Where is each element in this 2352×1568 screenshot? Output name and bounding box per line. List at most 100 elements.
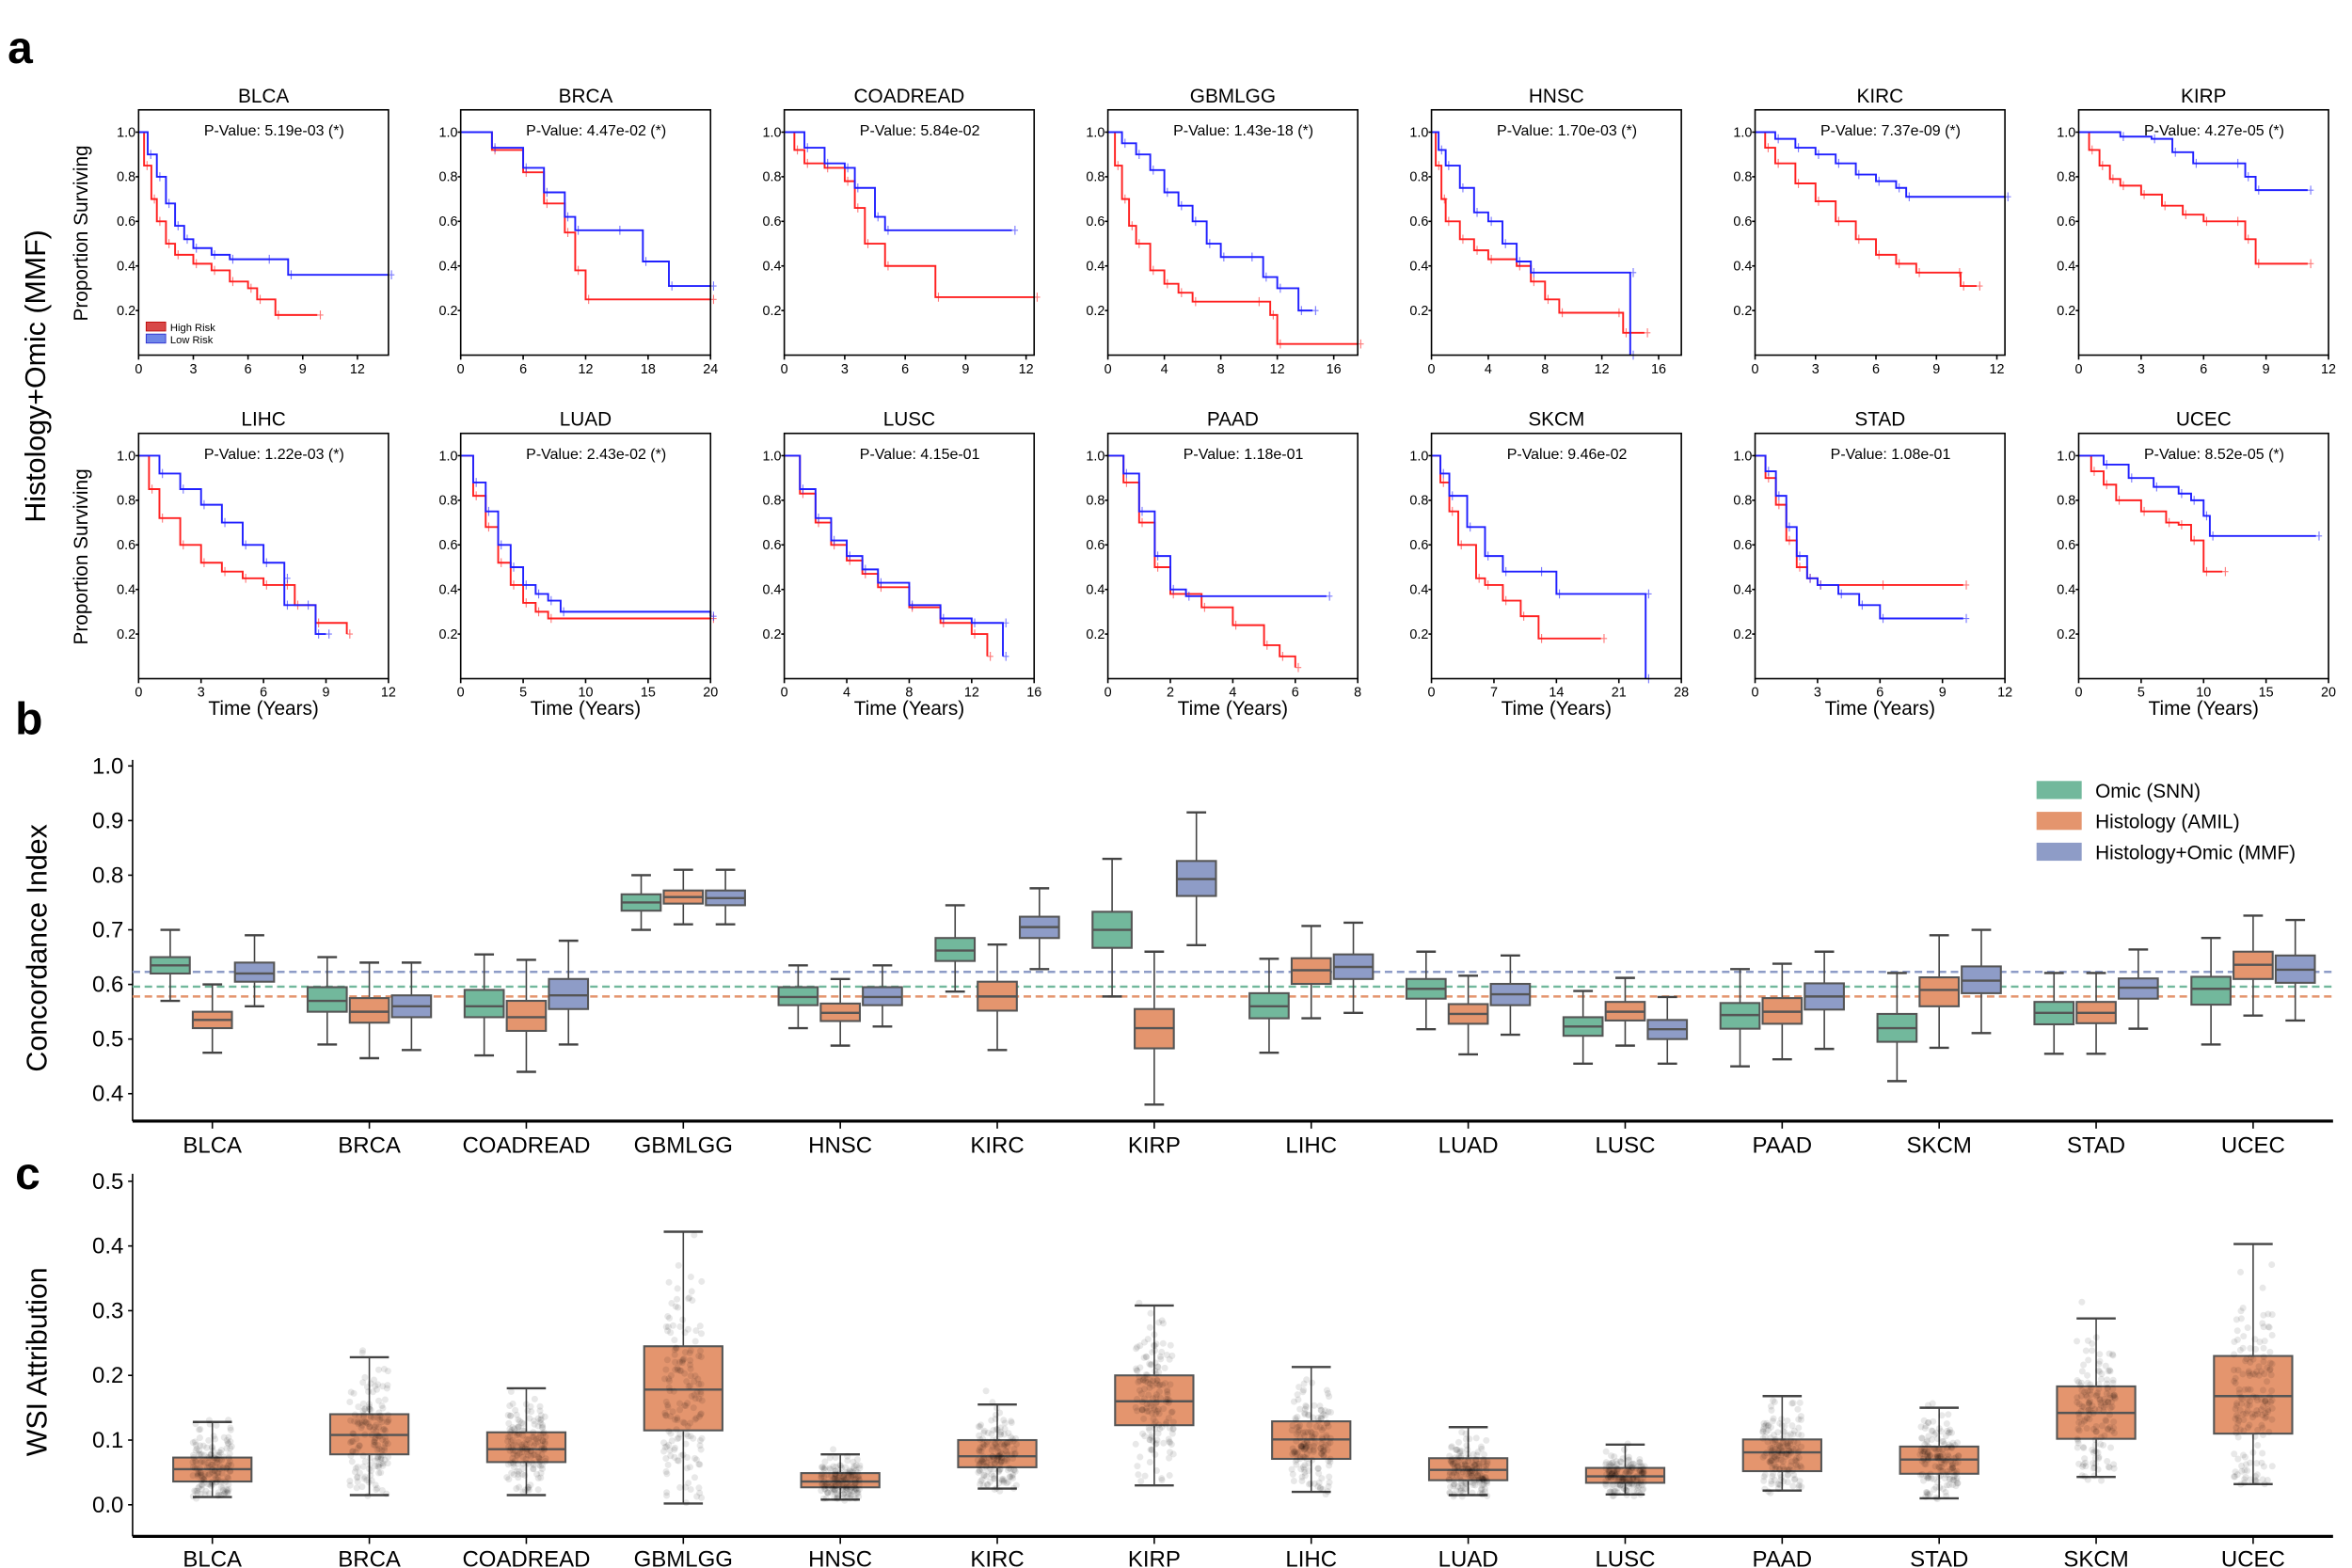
scatter-point <box>850 1482 858 1490</box>
scatter-point <box>194 1470 201 1478</box>
scatter-point <box>993 1426 1000 1433</box>
scatter-point <box>979 1440 987 1448</box>
scatter-point <box>856 1462 864 1469</box>
scatter-point <box>1480 1475 1487 1482</box>
x-tick-label: LUSC <box>1595 1132 1655 1158</box>
scatter-point <box>192 1458 199 1465</box>
scatter-point <box>1140 1415 1148 1422</box>
scatter-point <box>1166 1472 1173 1480</box>
scatter-point <box>674 1364 681 1372</box>
high-risk-curve <box>2078 131 2308 265</box>
scatter-point <box>993 1484 1000 1492</box>
scatter-point <box>2094 1449 2102 1456</box>
scatter-point <box>2106 1367 2113 1374</box>
scatter-point <box>1613 1469 1620 1478</box>
scatter-point <box>683 1431 691 1438</box>
scatter-point <box>1322 1491 1329 1498</box>
scatter-point <box>1931 1445 1939 1452</box>
scatter-point <box>827 1489 834 1497</box>
scatter-point <box>225 1474 232 1482</box>
scatter-point <box>1168 1441 1175 1449</box>
scatter-point <box>534 1415 542 1422</box>
scatter-point <box>1312 1423 1320 1431</box>
scatter-point <box>1001 1440 1009 1448</box>
scatter-point <box>1768 1450 1775 1458</box>
scatter-point <box>538 1445 546 1452</box>
scatter-point <box>1609 1459 1616 1466</box>
y-tick-label: 0.6 <box>762 538 781 553</box>
scatter-point <box>988 1470 995 1478</box>
scatter-point <box>1147 1433 1154 1441</box>
scatter-point <box>852 1485 860 1493</box>
y-tick-label: 0.8 <box>1086 170 1104 185</box>
scatter-point <box>1639 1486 1646 1494</box>
scatter-point <box>1615 1475 1623 1482</box>
scatter-point <box>690 1404 697 1412</box>
scatter-point <box>1636 1455 1644 1463</box>
low-risk-curve <box>2078 454 2316 537</box>
scatter-point <box>1149 1349 1156 1356</box>
scatter-point <box>1777 1456 1785 1464</box>
scatter-point <box>1950 1467 1958 1475</box>
scatter-point <box>1636 1466 1644 1474</box>
scatter-point <box>1133 1345 1140 1353</box>
scatter-point <box>198 1477 205 1484</box>
scatter-point <box>1290 1477 1297 1484</box>
scatter-point <box>689 1297 696 1305</box>
scatter-point <box>2259 1449 2266 1457</box>
y-tick-label: 0.1 <box>92 1428 123 1453</box>
scatter-point <box>1606 1473 1613 1481</box>
scatter-point <box>1325 1440 1332 1448</box>
high-risk-censor-marks <box>1123 478 1302 673</box>
scatter-point <box>1155 1410 1163 1418</box>
scatter-point <box>381 1444 389 1451</box>
scatter-point <box>1932 1483 1940 1491</box>
low-risk-censor-marks <box>804 143 1019 235</box>
scatter-point <box>360 1475 368 1482</box>
scatter-point <box>678 1357 686 1365</box>
scatter-point <box>672 1358 679 1366</box>
scatter-point <box>203 1465 211 1472</box>
box-lusc-1 <box>1604 976 1646 1047</box>
scatter-point <box>1781 1422 1788 1430</box>
scatter-point <box>671 1351 678 1358</box>
scatter-point <box>1787 1437 1794 1445</box>
scatter-point <box>1767 1434 1774 1442</box>
x-tick-label: 21 <box>1612 686 1627 701</box>
scatter-point <box>1954 1480 1962 1487</box>
scatter-point <box>375 1433 383 1440</box>
scatter-point <box>823 1471 831 1479</box>
scatter-point <box>1634 1476 1642 1483</box>
scatter-point <box>213 1479 220 1486</box>
scatter-point <box>518 1470 526 1478</box>
scatter-point <box>1476 1469 1484 1477</box>
scatter-point <box>227 1438 234 1446</box>
scatter-point <box>697 1410 705 1418</box>
scatter-point <box>849 1488 856 1496</box>
scatter-point <box>2235 1386 2243 1393</box>
scatter-point <box>1458 1465 1466 1473</box>
scatter-point <box>1480 1458 1487 1465</box>
scatter-point <box>1767 1458 1774 1465</box>
legend: Omic (SNN)Histology (AMIL)Histology+Omic… <box>2036 781 2296 863</box>
x-tick-label: 10 <box>2196 686 2211 701</box>
scatter-point <box>1294 1414 1301 1421</box>
scatter-point <box>1608 1459 1615 1466</box>
scatter-point <box>379 1404 387 1412</box>
scatter-point <box>2074 1377 2081 1385</box>
scatter-point <box>843 1486 850 1494</box>
scatter-point <box>530 1465 537 1473</box>
x-tick-label: 0 <box>135 362 142 377</box>
scatter-point <box>828 1472 835 1480</box>
scatter-point <box>687 1372 694 1380</box>
low-risk-censor-marks <box>1440 468 1652 684</box>
scatter-point <box>1792 1461 1800 1468</box>
scatter-point <box>832 1471 839 1479</box>
scatter-point <box>1627 1468 1634 1476</box>
scatter-point <box>2098 1477 2106 1484</box>
scatter-point <box>359 1452 367 1460</box>
scatter-point <box>534 1449 542 1456</box>
scatter-point <box>1774 1449 1782 1457</box>
scatter-point <box>195 1450 202 1458</box>
scatter-point <box>1623 1462 1630 1469</box>
